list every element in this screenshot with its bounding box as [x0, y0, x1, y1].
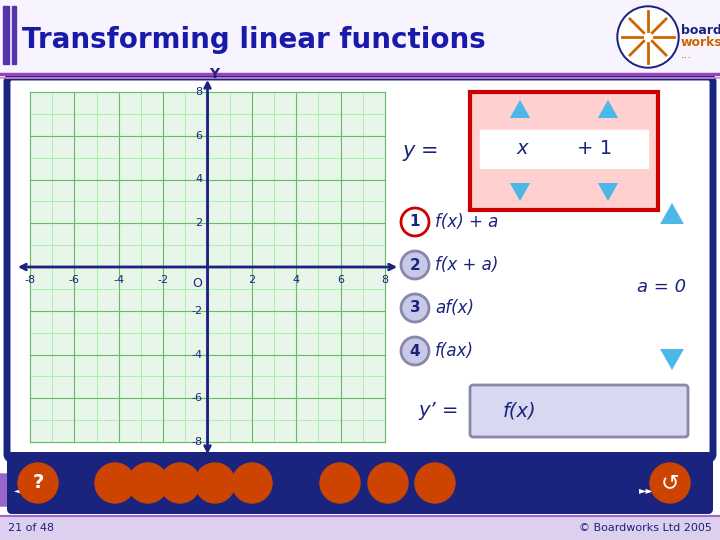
Text: 8: 8: [195, 87, 202, 97]
Text: f(x) + a: f(x) + a: [435, 213, 498, 231]
Text: ...: ...: [681, 50, 692, 60]
Polygon shape: [510, 100, 530, 118]
Circle shape: [195, 463, 235, 503]
Text: x: x: [516, 139, 528, 159]
Polygon shape: [510, 183, 530, 201]
Circle shape: [401, 251, 429, 279]
Text: + 1: + 1: [577, 139, 613, 159]
Text: a = 0: a = 0: [637, 278, 687, 295]
Text: board: board: [681, 24, 720, 37]
Text: -8: -8: [192, 437, 202, 447]
Bar: [0, 0, 720, 75]
Text: -8: -8: [24, 275, 35, 285]
Polygon shape: [598, 100, 618, 118]
FancyBboxPatch shape: [0, 474, 56, 506]
Text: -2: -2: [192, 306, 202, 316]
FancyBboxPatch shape: [7, 452, 713, 514]
Circle shape: [95, 463, 135, 503]
Bar: [480, 130, 648, 168]
Polygon shape: [660, 203, 684, 224]
Bar: [470, 92, 658, 210]
FancyBboxPatch shape: [7, 77, 713, 459]
Text: f(ax): f(ax): [435, 342, 474, 360]
Text: ►►►: ►►►: [639, 485, 661, 495]
Text: X: X: [405, 260, 415, 274]
Text: y =: y =: [403, 141, 439, 161]
Bar: [30, 92, 385, 442]
Text: 1: 1: [410, 214, 420, 230]
Circle shape: [401, 294, 429, 322]
Text: -2: -2: [158, 275, 168, 285]
Text: -4: -4: [192, 349, 202, 360]
Circle shape: [320, 463, 360, 503]
Bar: [470, 92, 658, 210]
Text: 4: 4: [195, 174, 202, 185]
Circle shape: [401, 337, 429, 365]
Text: 6: 6: [337, 275, 344, 285]
Text: Y: Y: [210, 67, 220, 81]
Text: -6: -6: [192, 393, 202, 403]
FancyBboxPatch shape: [470, 385, 688, 437]
Circle shape: [617, 6, 679, 68]
Text: ↺: ↺: [661, 473, 679, 493]
Text: 2: 2: [195, 218, 202, 228]
Text: 4: 4: [293, 275, 300, 285]
FancyBboxPatch shape: [619, 474, 681, 506]
Text: 4: 4: [410, 343, 420, 359]
Text: 2: 2: [410, 258, 420, 273]
Text: -6: -6: [69, 275, 80, 285]
Circle shape: [650, 463, 690, 503]
Text: 3: 3: [410, 300, 420, 315]
Text: 21 of 48: 21 of 48: [8, 523, 54, 533]
Bar: [0, 516, 720, 540]
Bar: [3, 6, 9, 64]
Circle shape: [18, 463, 58, 503]
Text: Transforming linear functions: Transforming linear functions: [22, 26, 486, 54]
Text: 2: 2: [248, 275, 256, 285]
Text: f(x): f(x): [503, 402, 536, 421]
Text: ◄◄◄: ◄◄◄: [14, 485, 36, 495]
Text: y’ =: y’ =: [418, 402, 459, 421]
Circle shape: [619, 8, 677, 66]
Text: f(x + a): f(x + a): [435, 256, 498, 274]
Circle shape: [232, 463, 272, 503]
Polygon shape: [598, 183, 618, 201]
Text: © Boardworks Ltd 2005: © Boardworks Ltd 2005: [579, 523, 712, 533]
Text: ?: ?: [32, 474, 44, 492]
Circle shape: [128, 463, 168, 503]
Text: 6: 6: [196, 131, 202, 141]
Bar: [12, 6, 16, 64]
Text: O: O: [193, 277, 202, 290]
Text: af(x): af(x): [435, 299, 474, 317]
Text: 8: 8: [382, 275, 389, 285]
Bar: [0, 510, 720, 515]
Circle shape: [401, 208, 429, 236]
Text: -4: -4: [113, 275, 125, 285]
Circle shape: [160, 463, 200, 503]
Circle shape: [368, 463, 408, 503]
Polygon shape: [660, 349, 684, 370]
Text: works: works: [681, 37, 720, 50]
Circle shape: [415, 463, 455, 503]
